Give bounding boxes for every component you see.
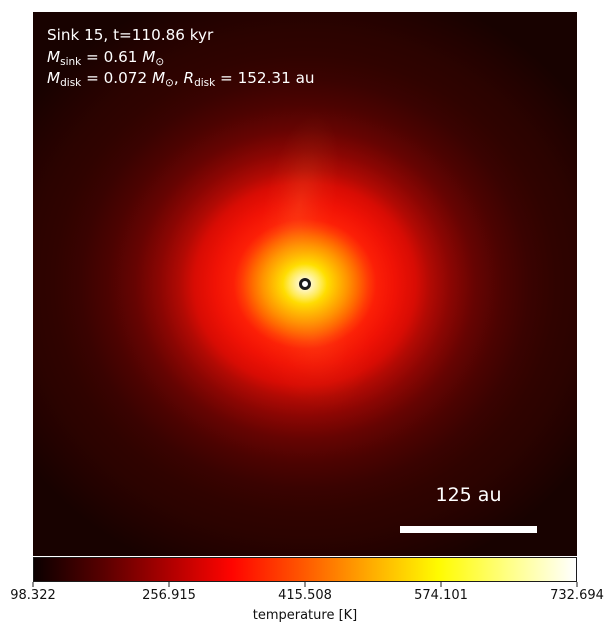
scale-bar [400, 526, 537, 533]
math-text: = 0.61 [81, 47, 143, 66]
sink-marker [299, 278, 311, 290]
scale-bar-label: 125 au [435, 484, 502, 506]
colorbar-tick [32, 582, 34, 587]
colorbar [33, 557, 577, 582]
math-symbol: M [151, 69, 166, 88]
colorbar-axis-label: temperature [K] [252, 608, 358, 623]
colorbar-tick [168, 582, 170, 587]
colorbar-tick [576, 582, 578, 587]
math-text: , [173, 69, 184, 88]
colorbar-tick [440, 582, 442, 587]
subscript: disk [194, 77, 216, 90]
annotation-title: Sink 15, t=110.86 kyr [47, 26, 214, 44]
annotation-disk-mass-radius: Mdisk = 0.072 M⊙, Rdisk = 152.31 au [47, 68, 315, 90]
math-symbol: M [47, 69, 61, 88]
subscript-sun: ⊙ [165, 77, 174, 90]
math-symbol: M [142, 47, 156, 66]
colorbar-tick [304, 582, 306, 587]
colorbar-tick-label: 732.694 [550, 588, 604, 603]
annotation-sink-mass: Msink = 0.61 M⊙ [47, 47, 315, 69]
math-text: = 152.31 au [215, 69, 315, 88]
glow-wisp-lower [238, 249, 390, 427]
glow-wisp-upper [245, 103, 354, 305]
colorbar-ticks [32, 582, 578, 587]
colorbar-tick-label: 574.101 [414, 588, 468, 603]
temperature-map: Sink 15, t=110.86 kyr Msink = 0.61 M⊙ Md… [33, 12, 577, 556]
annotation-block: Sink 15, t=110.86 kyr Msink = 0.61 M⊙ Md… [47, 25, 315, 90]
math-symbol: M [47, 47, 61, 66]
colorbar-tick-label: 256.915 [142, 588, 196, 603]
subscript: sink [60, 55, 82, 68]
math-symbol: R [183, 69, 195, 88]
colorbar-tick-label: 98.322 [10, 588, 56, 603]
math-text: = 0.072 [81, 69, 152, 88]
colorbar-tick-label: 415.508 [278, 588, 332, 603]
subscript: disk [60, 77, 82, 90]
subscript-sun: ⊙ [155, 55, 165, 68]
colorbar-tick-labels: 98.322 256.915 415.508 574.101 732.694 [10, 588, 604, 605]
